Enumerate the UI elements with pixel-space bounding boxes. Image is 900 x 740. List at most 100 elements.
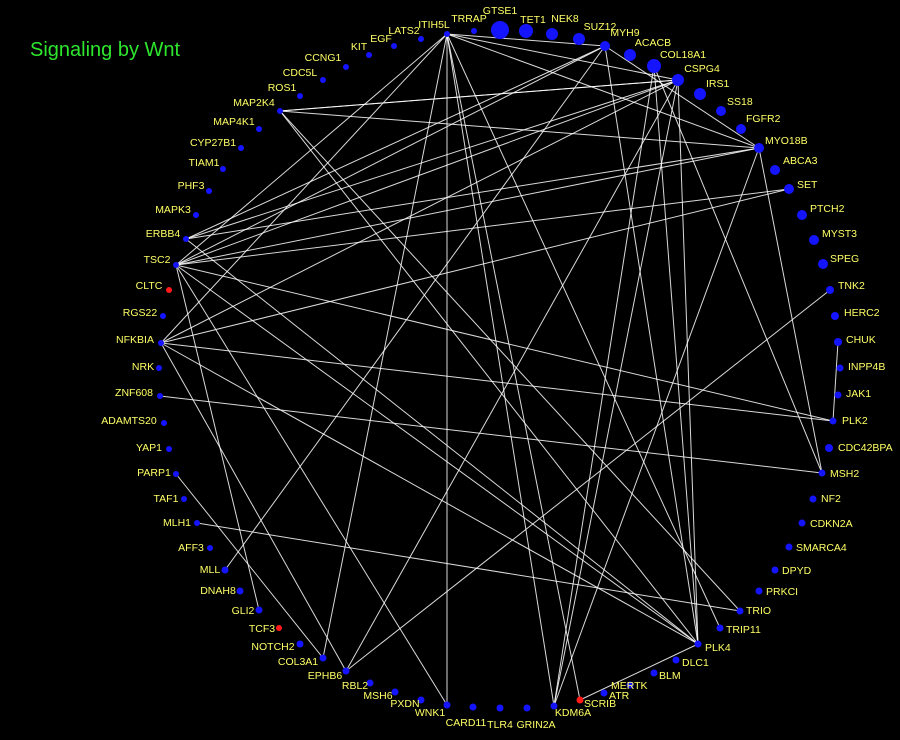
node-cspg4[interactable] [672,74,684,86]
node-plk4[interactable] [694,640,702,648]
label-tlr4: TLR4 [487,719,513,731]
node-tcf3[interactable] [276,625,282,631]
label-ros1: ROS1 [268,82,297,94]
node-dlc1[interactable] [672,656,680,664]
node-yap1[interactable] [166,446,172,452]
node-itih5l[interactable] [444,31,450,37]
label-notch2: NOTCH2 [251,641,294,653]
edge-myo18b-erbb4 [185,147,760,240]
node-cdc5l[interactable] [320,77,326,83]
node-wnk1[interactable] [443,701,451,709]
node-set[interactable] [784,184,794,194]
node-blm[interactable] [650,669,658,677]
node-irs1[interactable] [694,88,706,100]
node-tet1[interactable] [519,24,533,38]
node-ccng1[interactable] [343,64,349,70]
node-tlr4[interactable] [496,704,504,712]
node-ephb6[interactable] [342,667,350,675]
node-card11[interactable] [469,703,477,711]
node-parp1[interactable] [173,471,179,477]
node-chuk[interactable] [834,338,842,346]
node-tiam1[interactable] [220,166,226,172]
node-aff3[interactable] [207,545,213,551]
node-mapk3[interactable] [193,212,199,218]
edge-map2k4-plk4 [279,110,699,645]
edge-cspg4-erbb4 [185,79,679,240]
node-adamts20[interactable] [161,420,167,426]
node-map2k4[interactable] [277,108,283,114]
node-phf3[interactable] [206,188,212,194]
node-taf1[interactable] [181,496,187,502]
node-trrap[interactable] [471,28,477,34]
node-mll[interactable] [221,566,229,574]
node-inpp4b[interactable] [836,364,844,372]
node-col18a1[interactable] [647,59,661,73]
node-abca3[interactable] [770,165,780,175]
node-rbl2[interactable] [366,679,374,687]
node-notch2[interactable] [296,640,304,648]
node-nek8[interactable] [546,28,558,40]
label-taf1: TAF1 [154,493,179,505]
node-msh2[interactable] [818,469,826,477]
node-tnk2[interactable] [826,286,834,294]
edge-cspg4-tsc2 [175,79,679,266]
node-lats2[interactable] [418,36,424,42]
node-jak1[interactable] [834,391,842,399]
node-trio[interactable] [736,607,744,615]
node-smarca4[interactable] [785,543,793,551]
node-gli2[interactable] [255,606,263,614]
node-herc2[interactable] [831,312,839,320]
node-cdc42bpa[interactable] [825,444,833,452]
node-myo18b[interactable] [754,143,764,153]
node-mertk[interactable] [626,681,634,689]
node-nrk[interactable] [156,365,162,371]
node-col3a1[interactable] [319,654,327,662]
node-myst3[interactable] [809,235,819,245]
edge-set-tsc2 [175,188,790,266]
node-cyp27b1[interactable] [238,145,244,151]
edge-itih5l-col3a1 [322,33,448,659]
node-mlh1[interactable] [194,520,200,526]
node-atr[interactable] [600,689,608,697]
node-map4k1[interactable] [256,126,262,132]
node-znf608[interactable] [157,393,163,399]
label-kdm6a: KDM6A [555,707,591,719]
node-dpyd[interactable] [771,566,779,574]
node-cltc[interactable] [166,287,172,293]
node-ss18[interactable] [716,106,726,116]
node-prkci[interactable] [755,587,763,595]
node-kdm6a[interactable] [550,702,558,710]
node-plk2[interactable] [829,417,837,425]
node-scrib[interactable] [576,696,584,704]
node-nf2[interactable] [809,495,817,503]
node-rgs22[interactable] [160,313,166,319]
node-kit[interactable] [366,52,372,58]
node-ptch2[interactable] [797,210,807,220]
node-dnah8[interactable] [236,587,244,595]
node-pxdn[interactable] [417,696,425,704]
node-erbb4[interactable] [183,236,189,242]
label-gtse1: GTSE1 [483,5,518,17]
label-ss18: SS18 [727,96,753,108]
edge-znf608-msh2 [159,395,823,474]
node-cdkn2a[interactable] [798,519,806,527]
label-smarca4: SMARCA4 [796,542,847,554]
node-myh9[interactable] [600,41,610,51]
node-fgfr2[interactable] [736,124,746,134]
label-trip11: TRIP11 [726,624,761,636]
node-acacb[interactable] [624,49,636,61]
node-tsc2[interactable] [173,262,179,268]
node-trip11[interactable] [716,624,724,632]
label-speg: SPEG [830,253,859,265]
node-nfkbia[interactable] [158,340,164,346]
node-grin2a[interactable] [523,704,531,712]
node-suz12[interactable] [573,33,585,45]
node-msh6[interactable] [391,688,399,696]
edge-itih5l-nfkbia [160,33,448,344]
node-ros1[interactable] [297,93,303,99]
node-egf[interactable] [391,43,397,49]
node-speg[interactable] [818,259,828,269]
node-gtse1[interactable] [491,21,509,39]
